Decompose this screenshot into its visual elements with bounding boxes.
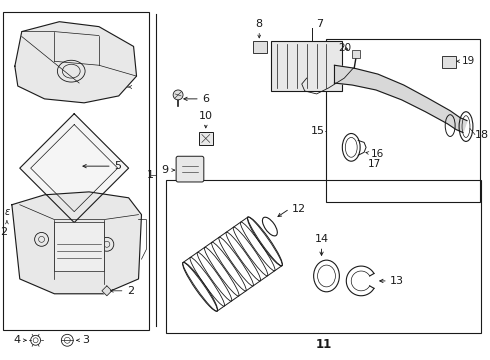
Text: ε: ε [4, 207, 9, 217]
Text: 17: 17 [368, 159, 381, 169]
Bar [54, 221, 104, 271]
Polygon shape [15, 22, 137, 103]
Bar [326, 39, 480, 202]
FancyBboxPatch shape [176, 156, 204, 182]
Bar [271, 41, 343, 91]
Bar [3, 12, 149, 330]
Bar [199, 131, 213, 145]
Bar [166, 180, 481, 333]
Text: 2: 2 [126, 286, 134, 296]
Text: 14: 14 [315, 234, 329, 244]
Text: 11: 11 [316, 338, 332, 351]
Bar [253, 41, 267, 53]
Text: 1: 1 [147, 170, 153, 180]
Polygon shape [102, 286, 112, 296]
Text: 9: 9 [161, 165, 168, 175]
Bar [352, 50, 360, 58]
Text: 10: 10 [199, 111, 213, 121]
Text: 6: 6 [202, 94, 209, 104]
Text: 15: 15 [311, 126, 324, 135]
Polygon shape [20, 114, 128, 222]
Text: 3: 3 [82, 335, 89, 345]
Bar [442, 56, 456, 68]
Text: 18: 18 [475, 130, 489, 140]
Text: 8: 8 [256, 19, 263, 29]
Text: 2: 2 [0, 226, 7, 237]
Polygon shape [334, 65, 467, 132]
Circle shape [173, 90, 183, 100]
Text: 12: 12 [292, 204, 306, 214]
Text: 7: 7 [316, 19, 323, 29]
Text: 19: 19 [462, 56, 475, 66]
Text: 13: 13 [390, 276, 404, 286]
Text: 20: 20 [339, 44, 351, 53]
Text: 5: 5 [114, 161, 121, 171]
Polygon shape [12, 192, 142, 294]
Text: 16: 16 [371, 149, 384, 159]
Text: 4: 4 [14, 335, 21, 345]
